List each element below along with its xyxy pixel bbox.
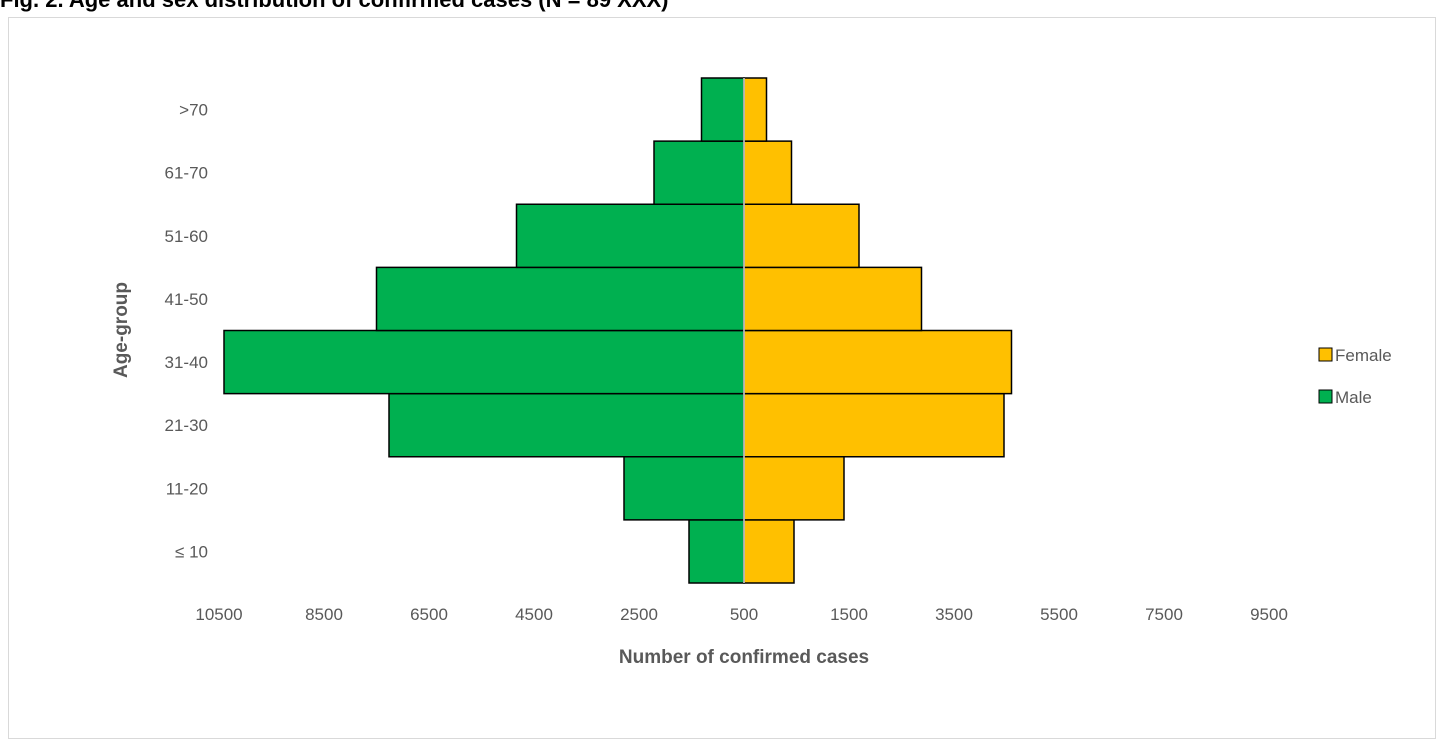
x-tick-label: 9500 [1250,605,1288,624]
x-tick-label: 7500 [1145,605,1183,624]
y-tick-labels: ≤ 10 11-20 21-30 31-40 41-50 51-60 61-70 >70 [165,101,208,562]
x-tick-label: 6500 [410,605,448,624]
legend-swatch-male [1318,389,1333,404]
female-bar-1 [743,519,795,584]
y-tick-label: 21-30 [165,416,208,435]
female-bar-3 [743,392,1005,458]
x-tick-label: 1500 [830,605,868,624]
y-tick-label: ≤ 10 [175,542,208,561]
y-axis-title: Age-group [111,282,132,378]
male-bars [223,77,745,584]
x-tick-label: 8500 [305,605,343,624]
chart-frame [8,17,1436,739]
female-bars [743,77,1013,584]
male-bar-8 [700,77,745,142]
x-tick-label: 5500 [1040,605,1078,624]
female-bar-5 [743,266,923,332]
female-bar-7 [743,140,793,205]
legend-label-female: Female [1335,346,1392,365]
male-bar-7 [653,140,745,205]
male-bar-2 [623,456,745,521]
figure-title: Fig. 2. Age and sex distribution of conf… [0,0,669,13]
female-bar-2 [743,456,845,521]
x-axis-title: Number of confirmed cases [619,647,869,668]
female-bar-6 [743,203,860,269]
x-tick-label: 2500 [620,605,658,624]
y-tick-label: 11-20 [166,479,208,498]
male-bar-6 [515,203,745,269]
y-tick-label: 41-50 [165,290,208,309]
y-tick-label: 31-40 [165,353,208,372]
female-bar-4 [743,329,1013,395]
y-tick-label: >70 [179,101,208,120]
female-bar-8 [743,77,768,142]
legend-swatch-female [1318,347,1333,362]
x-tick-label: 10500 [195,605,242,624]
y-tick-label: 61-70 [165,164,208,183]
male-bar-5 [375,266,745,332]
male-bar-4 [223,329,745,395]
male-bar-1 [688,519,745,584]
x-tick-label: 3500 [935,605,973,624]
legend: Female Male [1318,346,1392,407]
legend-label-male: Male [1335,388,1372,407]
x-tick-label: 4500 [515,605,553,624]
x-tick-labels: 10500 8500 6500 4500 2500 500 1500 3500 5500 7500… [195,605,1288,624]
x-tick-label: 500 [730,605,758,624]
male-bar-3 [388,392,745,458]
y-tick-label: 51-60 [165,227,208,246]
